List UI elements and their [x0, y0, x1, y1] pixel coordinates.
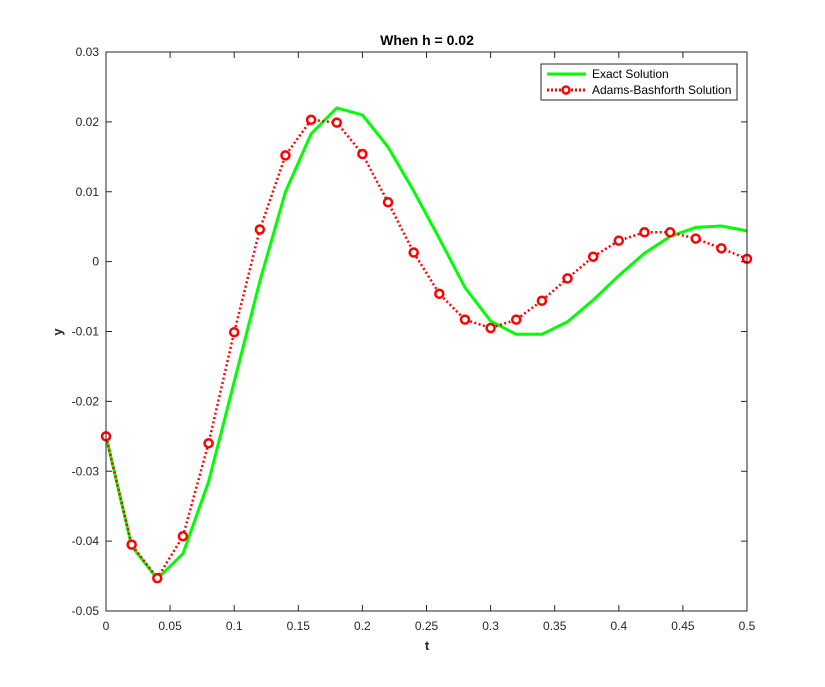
y-tick-label: -0.04	[72, 534, 100, 548]
data-point-adams-bashforth	[510, 314, 522, 325]
x-tick-label: 0.15	[287, 619, 311, 633]
y-tick-label: -0.02	[72, 394, 100, 408]
x-tick-label: 0.5	[739, 619, 756, 633]
data-point-adams-bashforth	[613, 235, 625, 246]
x-tick-label: 0.1	[226, 619, 243, 633]
data-point-adams-bashforth	[716, 243, 727, 254]
x-tick-label: 0.45	[671, 619, 695, 633]
data-point-adams-bashforth	[639, 227, 650, 238]
data-point-adams-bashforth	[382, 196, 394, 208]
data-point-adams-bashforth	[280, 150, 291, 161]
x-axis: 0 0.05 0.1 0.15 0.2 0.25 0.3 0.35 0.4 0.45 0.5	[103, 52, 756, 633]
data-point-adams-bashforth	[228, 326, 240, 338]
data-point-adams-bashforth	[126, 539, 137, 550]
x-tick-label: 0.35	[543, 619, 567, 633]
y-tick-label: 0.02	[76, 115, 100, 129]
data-point-adams-bashforth	[203, 438, 214, 449]
x-tick-label: 0.05	[158, 619, 182, 633]
legend-label-adams-bashforth: Adams-Bashforth Solution	[592, 83, 731, 97]
series-line-adams-bashforth	[104, 118, 748, 580]
y-tick-label: -0.05	[72, 604, 100, 618]
data-point-adams-bashforth	[485, 322, 496, 334]
axes-box	[106, 52, 747, 611]
x-axis-title: t	[425, 638, 430, 653]
data-point-adams-bashforth	[690, 233, 701, 244]
x-tick-label: 0.2	[354, 619, 371, 633]
chart-title: When h = 0.02	[380, 32, 474, 48]
plot-area: 0 0.05 0.1 0.15 0.2 0.25 0.3 0.35 0.4 0.45 0.5 -0.…	[72, 45, 756, 633]
data-point-adams-bashforth	[357, 148, 368, 160]
data-point-adams-bashforth	[459, 314, 471, 325]
x-tick-label: 0.3	[482, 619, 499, 633]
data-point-adams-bashforth	[408, 247, 419, 258]
data-point-adams-bashforth	[434, 288, 445, 300]
legend: Exact Solution Adams-Bashforth Solution	[540, 63, 738, 101]
data-point-adams-bashforth	[152, 572, 163, 584]
data-point-adams-bashforth	[254, 224, 266, 235]
data-point-adams-bashforth	[331, 117, 343, 128]
data-point-adams-bashforth	[177, 530, 189, 542]
y-axis: -0.05 -0.04 -0.03 -0.02 -0.01 0 0.01 0.02 0.03	[72, 45, 747, 618]
y-tick-label: 0	[92, 255, 99, 269]
x-tick-label: 0.25	[415, 619, 439, 633]
series-line-exact	[104, 106, 748, 581]
x-tick-label: 0	[103, 619, 110, 633]
y-tick-label: -0.01	[72, 325, 100, 339]
x-tick-label: 0.4	[610, 619, 627, 633]
legend-label-exact: Exact Solution	[592, 67, 669, 81]
data-point-adams-bashforth	[305, 114, 317, 126]
y-tick-label: 0.01	[76, 185, 100, 199]
y-tick-label: -0.03	[72, 464, 100, 478]
data-point-adams-bashforth	[587, 251, 599, 262]
data-point-adams-bashforth	[536, 295, 548, 307]
y-axis-title: y	[50, 328, 65, 336]
legend-marker-adams-bashforth	[561, 85, 571, 95]
data-point-adams-bashforth	[664, 227, 676, 238]
series-layer	[100, 106, 753, 584]
legend-box	[540, 63, 738, 101]
data-point-adams-bashforth	[562, 273, 573, 284]
y-tick-label: 0.03	[76, 45, 100, 59]
